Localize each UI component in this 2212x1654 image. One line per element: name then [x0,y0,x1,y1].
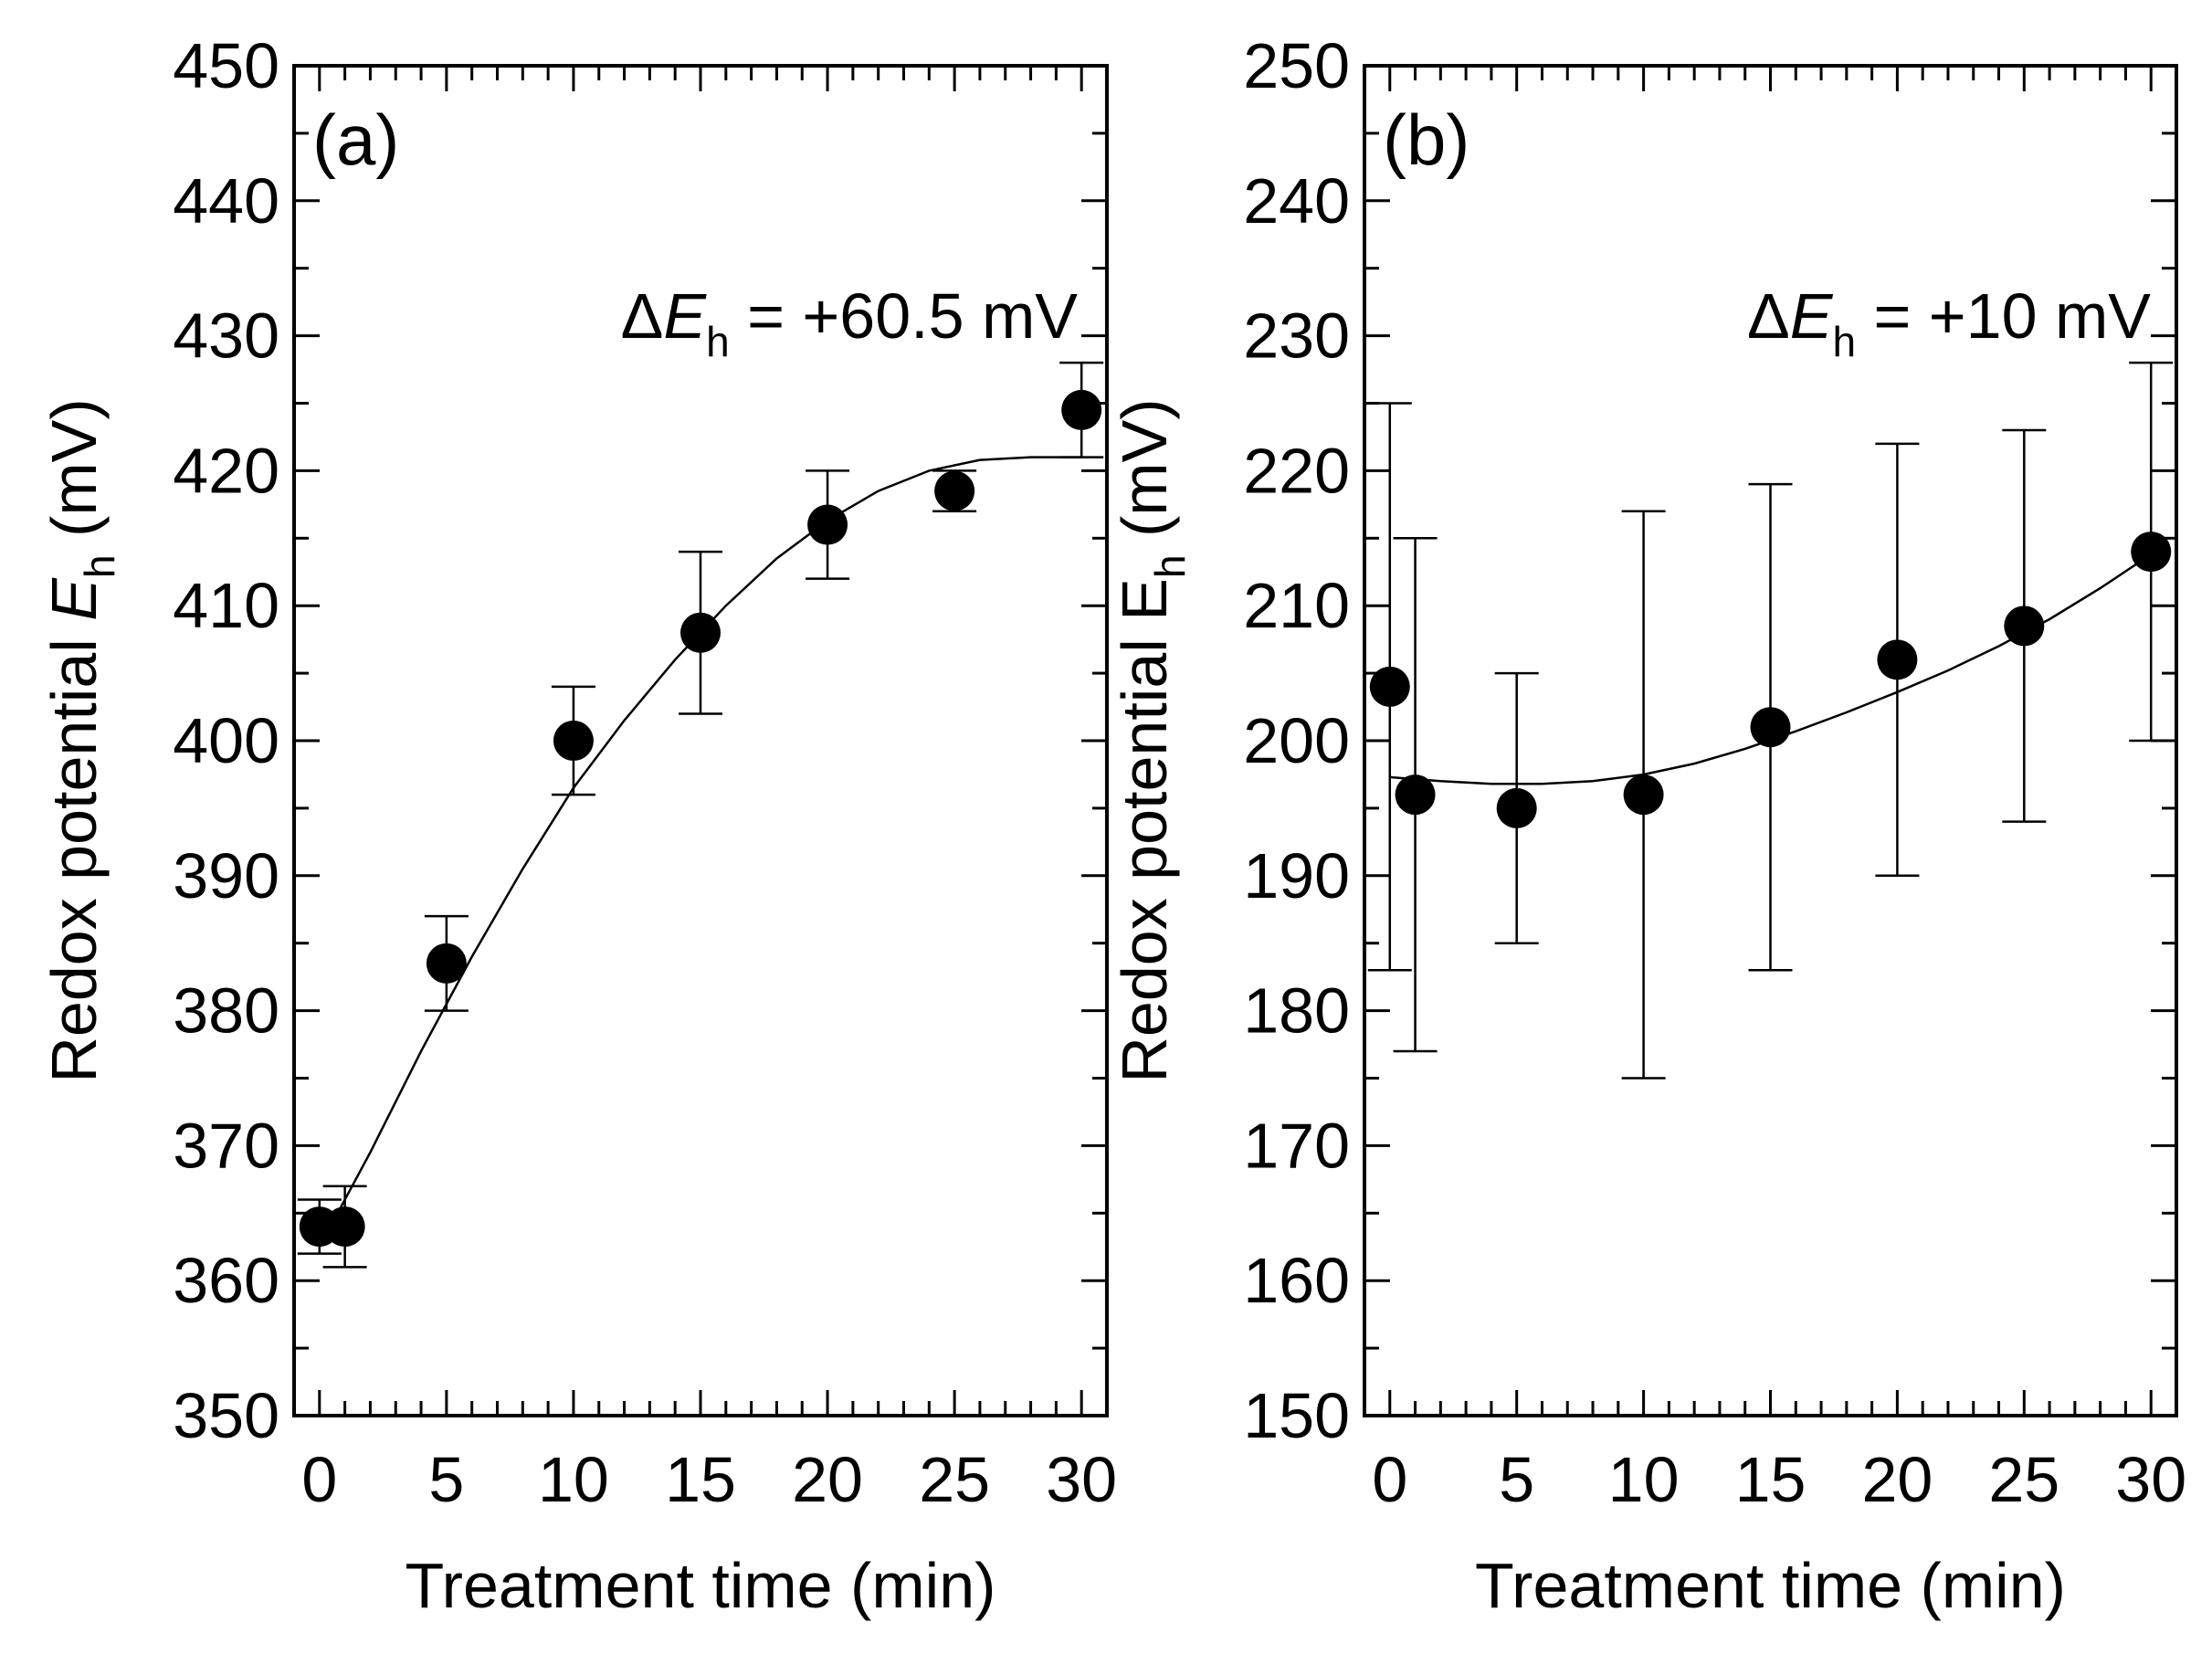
x-tick-label-b: 25 [1988,1444,2059,1515]
y-tick-label-b: 250 [1243,30,1350,101]
x-tick-label-a: 15 [665,1444,736,1515]
y-tick-label-a: 440 [173,165,279,237]
y-axis-title-b: Redox potential Eh (mV) [1109,398,1194,1082]
data-point-b [1395,774,1436,816]
x-tick-label-b: 5 [1499,1444,1534,1515]
panel-label-a: (a) [312,100,399,180]
annotation-var: E [1790,280,1834,352]
y-tick-label-b: 240 [1243,165,1350,237]
y-axis-title-a: Redox potential Eh (mV) [38,398,123,1082]
y-title-main: Redox potential [38,621,110,1083]
y-tick-label-a: 410 [173,570,279,641]
annotation-sub: h [1832,318,1856,365]
data-point-a [426,943,467,984]
annotation-delta: Δ [1747,280,1790,352]
y-title-sub: h [76,554,123,578]
data-point-a [553,721,594,761]
plot-frame-a [292,64,1109,1417]
data-point-b [1369,666,1410,707]
y-tick-label-b: 180 [1243,975,1350,1047]
data-point-a [1061,389,1102,430]
data-point-b [2131,532,2172,573]
y-title-unit: (mV) [38,398,110,554]
y-title-main: Redox potential E [1109,578,1180,1083]
y-tick-label-a: 390 [173,840,279,911]
delta-annotation-b: ΔEh = +10 mV [1747,280,2151,365]
y-tick-label-a: 400 [173,705,279,776]
data-point-a [680,612,721,653]
y-title-unit: (mV) [1109,398,1180,554]
y-tick-label-a: 380 [173,975,279,1047]
annotation-var: E [663,280,707,352]
y-title-var: E [38,577,110,621]
x-tick-label-b: 20 [1861,1444,1933,1515]
x-axis-title-a: Treatment time (min) [406,1550,996,1621]
x-tick-label-a: 30 [1046,1444,1117,1515]
y-tick-label-b: 200 [1243,705,1350,776]
delta-annotation-a: ΔEh = +60.5 mV [621,280,1079,365]
y-tick-label-a: 450 [173,30,279,101]
data-point-b [2004,606,2045,647]
y-tick-label-a: 430 [173,300,279,372]
data-point-b [1750,707,1791,748]
x-tick-label-a: 0 [301,1444,337,1515]
annotation-sub: h [706,318,730,365]
y-tick-label-b: 230 [1243,300,1350,372]
y-tick-label-b: 170 [1243,1110,1350,1181]
data-point-b [1877,639,1918,680]
y-tick-label-b: 220 [1243,435,1350,506]
y-tick-label-a: 420 [173,435,279,506]
data-point-b [1496,787,1537,828]
y-tick-label-b: 210 [1243,570,1350,641]
x-tick-label-a: 5 [428,1444,464,1515]
data-point-a [324,1206,365,1248]
annotation-delta: Δ [621,280,664,352]
panel-label-b: (b) [1383,100,1469,180]
annotation-value: = +60.5 mV [730,280,1079,352]
annotation-value: = +10 mV [1856,280,2151,352]
x-tick-label-b: 15 [1735,1444,1806,1515]
data-point-a [934,470,975,511]
y-tick-label-b: 150 [1243,1380,1350,1451]
y-tick-label-a: 360 [173,1245,279,1316]
x-tick-label-b: 10 [1608,1444,1680,1515]
data-point-a [807,504,848,545]
panel-b: 150 160 170 180 190 200 210 220 230 240 250 0 5 10 15 2… [1109,30,2186,1621]
y-tick-label-b: 160 [1243,1245,1350,1316]
y-tick-label-a: 350 [173,1380,279,1451]
y-tick-label-a: 370 [173,1110,279,1181]
x-axis-title-b: Treatment time (min) [1475,1550,2066,1621]
panel-a: 350 360 370 380 390 400 410 420 430 440 450 0 5 10 15 2… [38,30,1117,1621]
y-tick-label-b: 190 [1243,840,1350,911]
x-tick-label-b: 0 [1372,1444,1407,1515]
x-tick-label-a: 25 [919,1444,990,1515]
data-point-b [1623,774,1664,816]
y-title-sub: h [1146,554,1194,578]
x-tick-label-a: 10 [538,1444,609,1515]
x-tick-label-a: 20 [792,1444,863,1515]
x-tick-label-b: 30 [2115,1444,2186,1515]
